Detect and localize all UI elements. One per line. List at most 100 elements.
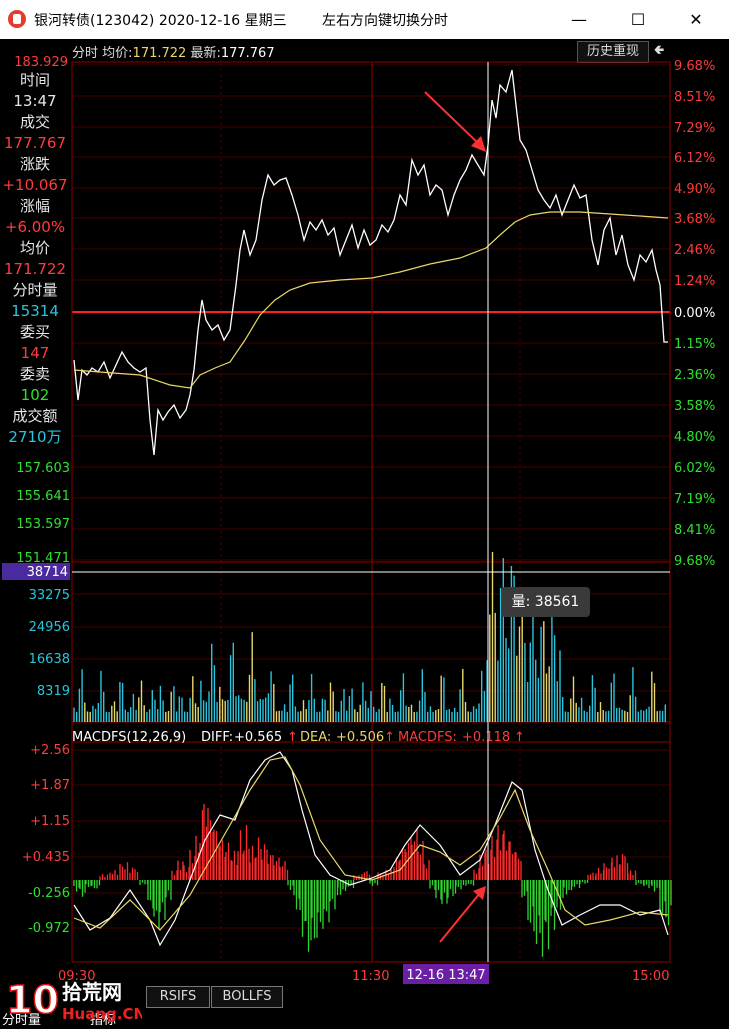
axis-tick-left: 155.641 — [16, 489, 70, 504]
dea-line — [73, 756, 669, 931]
axis-tick-right: 6.12% — [674, 151, 715, 166]
axis-tick-right: 6.02% — [674, 461, 715, 476]
axis-tick-left: 151.471 — [16, 551, 70, 566]
annotation-arrow-top — [424, 91, 481, 146]
window-title: 银河转债(123042) 2020-12-16 星期三 — [34, 13, 287, 29]
volume-highlight-bg — [2, 563, 70, 580]
info-label: 分时量 — [12, 281, 58, 299]
window-titlebar: 银河转债(123042) 2020-12-16 星期三 左右方向键切换分时 — … — [0, 0, 729, 39]
axis-tick-right: 4.90% — [674, 182, 715, 197]
axis-tick-right: 8.51% — [674, 90, 715, 105]
macd-axis-tick: -0.972 — [28, 921, 70, 936]
info-value: 102 — [20, 386, 50, 404]
time-cursor-label: 12-16 13:47 — [406, 968, 485, 983]
macd-header-text: ↑ — [514, 730, 525, 745]
macd-header-text: MACDFS: — [398, 730, 457, 745]
time-tick: 15:00 — [632, 969, 669, 984]
axis-tick-left: 183.929 — [14, 55, 68, 70]
logo-brand: 拾荒网 — [62, 980, 122, 1004]
annotation-arrowhead-top — [471, 136, 486, 152]
axis-tick-right: 9.68% — [674, 59, 715, 74]
logo-number: 10 — [6, 978, 59, 1022]
info-value: +6.00% — [4, 218, 66, 236]
macd-header-text: MACDFS(12,26,9) — [72, 730, 186, 745]
info-label: 成交 — [19, 113, 50, 131]
info-value: 177.767 — [3, 134, 67, 152]
info-value: 13:47 — [13, 92, 57, 110]
volume-tooltip: 量: 38561 — [501, 587, 590, 617]
chart-header: 分时 均价:171.722 最新:177.767 — [72, 42, 275, 61]
history-replay-button[interactable]: 历史重现 — [577, 41, 649, 63]
tab-rsifs[interactable]: RSIFS — [146, 986, 210, 1008]
axis-tick-right: 2.46% — [674, 243, 715, 258]
avg-value: 171.722 — [132, 46, 187, 61]
close-button[interactable]: ✕ — [689, 10, 703, 29]
macd-axis-tick: +1.15 — [30, 814, 70, 829]
macd-header-text: DIFF: — [201, 730, 233, 745]
annotation-arrowhead-bottom — [473, 886, 486, 900]
macd-header-text: ↑ — [384, 730, 395, 745]
time-cursor-bg — [403, 964, 489, 984]
axis-tick-right: 3.58% — [674, 399, 715, 414]
macd-header-text: DEA: — [300, 730, 331, 745]
info-value: 2710万 — [8, 428, 62, 446]
window-hint: 左右方向键切换分时 — [322, 13, 448, 29]
info-label: 委买 — [19, 323, 50, 341]
info-label: 时间 — [19, 71, 50, 89]
bottom-label: 分时量 — [2, 1013, 41, 1028]
axis-tick-left: 153.597 — [16, 517, 70, 532]
mode-label: 分时 — [72, 46, 99, 61]
axis-tick-left: 157.603 — [16, 461, 70, 476]
macd-header-text: +0.506 — [336, 730, 384, 745]
info-label: 涨跌 — [19, 155, 50, 173]
axis-tick-right: 1.24% — [674, 274, 715, 289]
axis-tick-right: 1.15% — [674, 337, 715, 352]
volume-axis-tick: 8319 — [37, 684, 70, 699]
info-value: +10.067 — [2, 176, 68, 194]
average-price-line — [73, 211, 669, 389]
watermark-logo: 10 拾荒网 Huang.CN — [5, 977, 142, 1023]
info-label: 委卖 — [19, 365, 50, 383]
axis-tick-right: 7.29% — [674, 121, 715, 136]
latest-value: 177.767 — [220, 46, 275, 61]
avg-label: 均价: — [102, 46, 133, 61]
intraday-chart[interactable]: 9.68% 8.51% 7.29% 6.12% 4.90% 3.68% 2.46% 1.24%… — [0, 39, 729, 1029]
volume-axis-highlight: 38714 — [27, 565, 68, 580]
info-panel: 时间 13:47 成交 177.767 涨跌 +10.067 涨幅 +6.00% 均价 171.7… — [0, 70, 70, 448]
macd-axis-tick: +0.435 — [22, 850, 70, 865]
info-value: 147 — [20, 344, 50, 362]
minimize-button[interactable]: — — [571, 10, 587, 29]
latest-label: 最新: — [190, 46, 221, 61]
app-icon — [8, 10, 26, 28]
annotation-arrow-bottom — [439, 892, 481, 943]
macd-axis-tick: +2.56 — [30, 743, 70, 758]
info-label: 成交额 — [12, 407, 58, 425]
time-tick: 11:30 — [352, 969, 389, 984]
info-label: 涨幅 — [19, 197, 50, 215]
info-label: 均价 — [19, 239, 50, 257]
info-value: 15314 — [11, 302, 59, 320]
back-arrow-icon[interactable]: 🢀 — [653, 43, 665, 58]
maximize-button[interactable]: ☐ — [630, 10, 646, 29]
axis-tick-right: 7.19% — [674, 492, 715, 507]
macd-axis-tick: -0.256 — [28, 886, 70, 901]
diff-line — [73, 751, 669, 947]
axis-tick-right: 3.68% — [674, 212, 715, 227]
info-value: 171.722 — [3, 260, 67, 278]
axis-tick-right: 9.68% — [674, 554, 715, 569]
logo-site: Huang.CN — [62, 1005, 142, 1023]
macd-header-text: +0.565 — [234, 730, 282, 745]
tab-bollfs[interactable]: BOLLFS — [211, 986, 283, 1008]
volume-axis-tick: 33275 — [29, 588, 70, 603]
axis-tick-right: 4.80% — [674, 430, 715, 445]
macd-header-text: ↑ — [287, 730, 298, 745]
axis-tick-right: 8.41% — [674, 523, 715, 538]
macd-frame — [71, 741, 671, 963]
macd-header-text: +0.118 — [462, 730, 510, 745]
time-tick: 09:30 — [58, 969, 95, 984]
bottom-label: 指标 — [90, 1013, 116, 1028]
volume-axis-tick: 24956 — [29, 620, 70, 635]
axis-tick-zero: 0.00% — [674, 306, 715, 321]
volume-axis-tick: 16638 — [29, 652, 70, 667]
axis-tick-right: 2.36% — [674, 368, 715, 383]
